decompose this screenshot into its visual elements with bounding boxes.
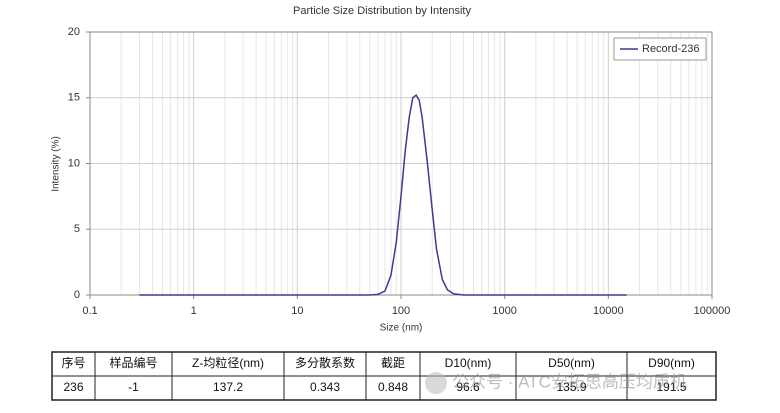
x-tick-label: 1000 [492, 305, 516, 317]
table-cell: 0.848 [378, 380, 408, 394]
x-tick-label: 1 [191, 305, 197, 317]
y-axis-label: Intensity (%) [51, 136, 62, 192]
table-header-cell: Z-均粒径(nm) [192, 355, 264, 370]
plot [139, 93, 627, 296]
table-cell: -1 [128, 380, 139, 394]
y-tick-label: 5 [74, 223, 80, 235]
table: 序号 样品编号 Z-均粒径(nm) 多分散系数 截距 D10(nm) D50(nm) D90(… [51, 351, 717, 401]
table-header-cell: D90(nm) [648, 356, 695, 370]
x-tick-label: 100000 [694, 305, 731, 317]
table-header-cell: 多分散系数 [295, 355, 355, 370]
table-cell: 96.6 [456, 380, 480, 394]
table-cell: 137.2 [213, 380, 243, 394]
y-tick-label: 15 [68, 92, 80, 104]
x-axis-label: Size (nm) [380, 323, 423, 334]
table-cell: 191.5 [656, 380, 686, 394]
x-tick-label: 10000 [593, 305, 624, 317]
x-tick-label: 10 [291, 305, 303, 317]
watermark: 公众号 · ATC安拓思高压均质机 [425, 372, 687, 394]
x-tick-label: 100 [392, 305, 410, 317]
plot-frame [89, 31, 713, 296]
table-header-cell: 截距 [381, 356, 405, 370]
watermark-text: 公众号 · ATC安拓思高压均质机 [452, 372, 687, 391]
grid [86, 31, 713, 299]
legend-label: Record-236 [642, 43, 699, 55]
legend: Record-236 [613, 37, 707, 61]
table-header-cell: 样品编号 [109, 355, 157, 370]
y-tick-label: 0 [74, 289, 80, 301]
x-tick-label: 0.1 [82, 305, 97, 317]
table-header-cell: D50(nm) [548, 356, 595, 370]
watermark-icon [425, 372, 447, 394]
table-header-cell: D10(nm) [445, 356, 492, 370]
table-cell: 236 [63, 380, 83, 394]
table-header-cell: 序号 [61, 355, 85, 370]
y-tick-label: 20 [68, 26, 80, 38]
data-line [139, 93, 627, 296]
y-tick-label: 10 [68, 157, 80, 169]
table-cell: 135.9 [556, 380, 586, 394]
chart-title: Particle Size Distribution by Intensity [293, 5, 471, 17]
legend-box [613, 37, 707, 61]
table-cell: 0.343 [310, 380, 340, 394]
